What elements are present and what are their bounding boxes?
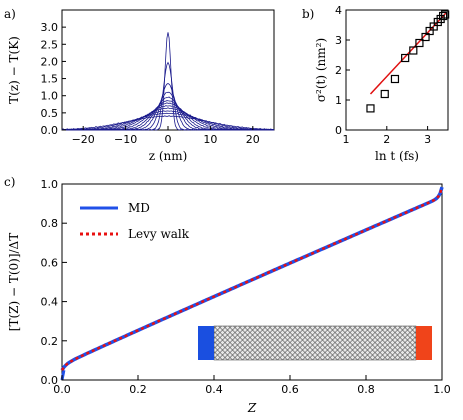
panel-c-xtick-label: 1.0: [433, 383, 451, 396]
panel-c-ytick-label: 0.6: [41, 256, 59, 269]
panel-b-series: [366, 10, 450, 113]
panel-b-xlabel: ln t (fs): [375, 149, 419, 163]
panel-a-ytick-label: 2.0: [41, 55, 59, 68]
panel-c-xtick-label: 0.0: [53, 383, 71, 396]
panel-a-ytick-label: 1.5: [41, 73, 59, 86]
panel-b-point: [439, 11, 448, 21]
panel-c-ytick-label: 0.4: [41, 296, 59, 309]
panel-b-point: [409, 46, 418, 55]
panel-a-xtick-label: 10: [203, 133, 217, 146]
panel-a-ytick-label: 0.5: [41, 107, 59, 120]
panel-a-line-10: [62, 112, 275, 131]
panel-b-ytick-label: 2: [335, 64, 342, 77]
panel-c-ytick-label: 0.8: [41, 217, 59, 230]
panel-c-ylabel: [T(Z) − T(0)]/ΔT: [7, 233, 21, 331]
panel-a-ytick-label: 3.0: [41, 21, 59, 34]
panel-a-line-11: [61, 115, 275, 130]
panel-c-xtick-label: 0.2: [129, 383, 147, 396]
panel-a-ytick-label: 1.0: [41, 90, 59, 103]
panel-a-ylabel: T(z) − T(K): [7, 36, 21, 104]
nanotube-inset-image: [198, 325, 432, 361]
legend-levy-label: Levy walk: [128, 227, 190, 241]
panel-b-ylabel: σ²(t) (nm²): [314, 38, 328, 102]
panel-a-xtick-label: 0: [165, 133, 172, 146]
panel-b-ytick-label: 3: [335, 34, 342, 47]
levy-walk-line: [60, 186, 444, 371]
panel-b-xtick-label: 1: [343, 133, 350, 146]
panel-a-line-0: [61, 32, 275, 131]
panel-a-xlabel: z (nm): [149, 149, 188, 163]
panel-b-point: [380, 89, 389, 99]
panel-a-line-9: [61, 110, 275, 131]
panel-b-point: [415, 38, 424, 48]
panel-c-frame: [61, 183, 443, 381]
panel-b-point: [401, 53, 410, 63]
panel-a-plot: −20 −10 0 10 200.00.51.01.52.02.53.0 z (nm) …: [7, 9, 275, 163]
panel-b-ytick-label: 1: [335, 94, 342, 107]
panel-b-point: [390, 74, 400, 84]
panel-c-ytick-label: 0.2: [41, 335, 59, 348]
panel-b-xtick-label: 2: [383, 133, 390, 146]
panel-b-xtick-label: 3: [424, 133, 431, 146]
panel-c-xtick-label: 0.8: [357, 383, 375, 396]
panel-a-xtick-label: 20: [246, 133, 260, 146]
panel-a-ytick-label: 0.0: [41, 124, 59, 137]
panel-a-line-5: [62, 100, 275, 131]
legend-md-label: MD: [128, 201, 150, 215]
panel-c-ticks: 0.0 0.2 0.4 0.6 0.8 1.0 0.0 0.2 0.4 0.6 0.8 1.0: [41, 178, 451, 396]
panel-b-fit-line: [369, 12, 447, 95]
panel-c-plot: 0.0 0.2 0.4 0.6 0.8 1.0 0.0 0.2 0.4 0.6 0.8 1.0 MD …: [7, 178, 451, 415]
panel-c-ytick-label: 1.0: [41, 178, 59, 191]
panel-c-xtick-label: 0.6: [281, 383, 299, 396]
panel-b-ytick-label: 4: [335, 4, 342, 17]
panel-a-line-2: [61, 83, 275, 131]
panel-c-legend: MD Levy walk: [80, 201, 190, 241]
panel-a-ticks: −20 −10 0 10 20 0.0 0.5 1.0 1.5 2.0 2.5 3.0: [41, 21, 260, 146]
panel-a-xtick-label: −20: [72, 133, 95, 146]
panel-a-frame: [61, 9, 275, 131]
panel-a-series: [61, 32, 275, 131]
panel-a-line-8: [61, 107, 275, 131]
panel-b-label: b): [302, 7, 314, 21]
panel-b-point: [366, 104, 375, 113]
panel-b-point: [441, 10, 450, 19]
panel-b-ytick-label: 0: [335, 124, 342, 137]
panel-c-xtick-label: 0.4: [205, 383, 223, 396]
panel-a-ytick-label: 2.5: [41, 38, 59, 51]
panel-a-xtick-label: −10: [114, 133, 137, 146]
panel-c-ytick-label: 0.0: [41, 374, 59, 387]
panel-a-label: a): [4, 7, 16, 21]
panel-a-line-1: [61, 61, 275, 131]
panel-c-label: c): [4, 175, 15, 189]
panel-c-xlabel: Z: [247, 401, 257, 415]
